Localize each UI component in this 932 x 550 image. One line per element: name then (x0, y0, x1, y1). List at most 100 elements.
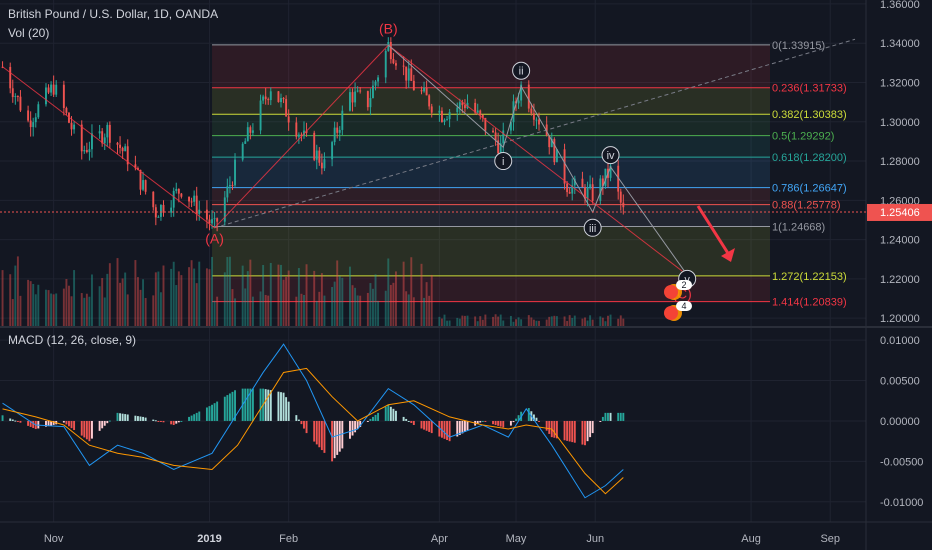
candle-body (502, 130, 505, 144)
candle-body (267, 99, 270, 101)
macd-histogram-bar (591, 420, 594, 434)
macd-histogram-bar (267, 389, 270, 421)
candle-body (11, 88, 14, 98)
time-axis-tick: Feb (279, 533, 298, 545)
volume-bar (461, 315, 464, 326)
volume-bar (476, 321, 479, 326)
volume-bar (387, 258, 390, 326)
volume-bar (159, 292, 162, 326)
macd-histogram-bar (52, 420, 55, 425)
candle-body (303, 130, 305, 136)
candle-body (318, 150, 321, 163)
macd-histogram-bar (535, 417, 538, 421)
volume-bar (609, 314, 612, 326)
candle-body (108, 124, 111, 143)
volume-bar (162, 265, 165, 326)
macd-histogram-bar (234, 390, 236, 421)
candle-body (566, 183, 569, 193)
candle-body (509, 122, 512, 131)
volume-bar (180, 275, 183, 326)
time-axis-tick: Jun (586, 533, 604, 545)
macd-histogram-bar (108, 420, 111, 422)
candle-body (226, 186, 229, 198)
volume-bar (318, 291, 321, 326)
candle-body (121, 147, 124, 152)
volume-bar (241, 265, 244, 326)
volume-bar (338, 276, 341, 326)
volume-bar (37, 284, 40, 326)
macd-histogram-bar (154, 420, 157, 422)
candle-body (259, 100, 262, 131)
candle-body (331, 142, 334, 160)
candle-body (410, 68, 413, 81)
fib-zone (212, 157, 771, 188)
volume-bar (492, 316, 494, 326)
candle-body (55, 84, 58, 95)
candle-body (430, 106, 433, 113)
candle-body (458, 102, 461, 108)
candle-body (619, 191, 622, 203)
macd-histogram-bar (423, 420, 426, 430)
macd-histogram-bar (103, 420, 106, 426)
volume-bar (604, 321, 607, 326)
time-axis-tick: 2019 (197, 533, 221, 545)
macd-histogram-bar (16, 420, 19, 422)
volume-bar (440, 318, 443, 326)
candle-body (249, 127, 252, 133)
volume-bar (47, 290, 50, 326)
macd-histogram-bar (116, 412, 119, 421)
macd-axis-tick: 0.01000 (880, 335, 920, 347)
candle-body (474, 102, 477, 113)
volume-bar (193, 268, 196, 326)
volume-bar (377, 300, 380, 326)
candle-body (372, 85, 374, 99)
candle-body (425, 87, 428, 96)
volume-bar (157, 271, 160, 326)
volume-bar (374, 274, 377, 326)
macd-label: MACD (12, 26, close, 9) (8, 333, 137, 347)
candle-body (144, 180, 147, 192)
candle-body (19, 96, 22, 111)
event-count-label: 4 (681, 301, 686, 311)
volume-bar (14, 265, 17, 326)
time-axis-tick: Aug (741, 533, 761, 545)
fib-zone (212, 114, 771, 136)
fib-level-label: 0.618(1.28200) (772, 152, 847, 164)
trend-arrow-shaft (696, 205, 733, 259)
macd-histogram-bar (499, 420, 502, 427)
candle-body (550, 139, 553, 148)
macd-histogram-bar (619, 412, 622, 421)
wave-label-minor: i (502, 156, 504, 168)
macd-histogram-bar (392, 408, 395, 421)
macd-histogram-bar (395, 410, 397, 421)
volume-bar (231, 289, 234, 326)
candle-body (297, 134, 300, 137)
candle-body (159, 204, 162, 217)
volume-bar (372, 288, 374, 326)
macd-histogram-bar (251, 388, 254, 421)
candle-body (341, 110, 344, 130)
macd-histogram-bar (295, 415, 298, 421)
candle-body (484, 117, 487, 131)
candle-body (300, 134, 303, 136)
volume-bar (62, 288, 65, 326)
candle-body (366, 91, 369, 108)
candle-body (223, 197, 226, 222)
volume-bar (19, 295, 22, 326)
volume-bar (369, 283, 372, 326)
candle-body (354, 91, 357, 103)
candle-body (231, 184, 234, 186)
macd-histogram-bar (313, 420, 316, 442)
fib-zone (212, 204, 771, 227)
macd-histogram-bar (124, 414, 127, 421)
event-count-pill (676, 301, 692, 311)
candle-body (338, 129, 341, 133)
candle-body (555, 149, 558, 163)
volume-bar (466, 315, 469, 326)
volume-bar (73, 270, 76, 326)
symbol-title: British Pound / U.S. Dollar, 1D, OANDA (8, 7, 219, 21)
macd-histogram-bar (190, 415, 193, 421)
macd-histogram-bar (492, 420, 494, 425)
macd-histogram-bar (443, 420, 446, 439)
macd-histogram-bar (479, 420, 482, 423)
